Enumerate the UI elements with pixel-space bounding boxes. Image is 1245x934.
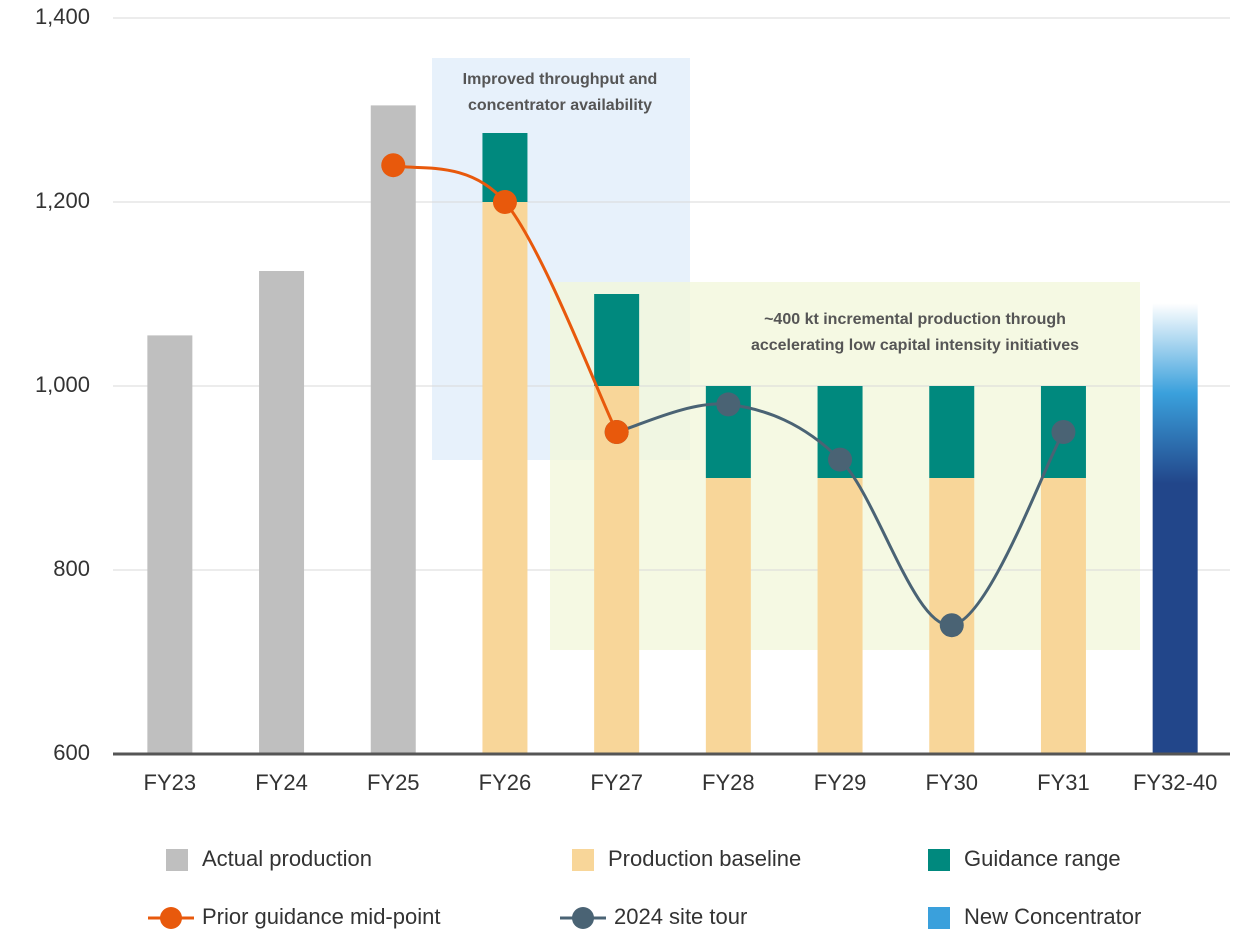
- x-tick-label: FY25: [367, 770, 420, 795]
- legend-swatch: [572, 849, 594, 871]
- y-tick-label: 1,000: [35, 372, 90, 397]
- marker: [492, 190, 517, 214]
- y-tick-label: 1,400: [35, 4, 90, 29]
- marker: [604, 420, 629, 444]
- legend-label: Production baseline: [608, 846, 801, 871]
- x-tick-label: FY29: [814, 770, 867, 795]
- bar: [817, 478, 863, 754]
- annotation: concentrator availability: [468, 97, 652, 114]
- legend-label: New Concentrator: [964, 904, 1141, 929]
- x-tick-label: FY31: [1037, 770, 1090, 795]
- legend-label: 2024 site tour: [614, 904, 747, 929]
- marker: [939, 613, 964, 638]
- bar: [705, 478, 751, 754]
- bar: [1040, 478, 1086, 754]
- x-tick-label: FY26: [479, 770, 532, 795]
- annotation: ~400 kt incremental production through: [764, 311, 1066, 328]
- y-tick-label: 1,200: [35, 188, 90, 213]
- x-tick-label: FY28: [702, 770, 755, 795]
- marker: [1051, 420, 1076, 444]
- x-tick-label: FY30: [925, 770, 978, 795]
- annotation: accelerating low capital intensity initi…: [751, 337, 1079, 354]
- bar: [259, 271, 305, 754]
- y-tick-label: 800: [53, 556, 90, 581]
- line: [616, 402, 1065, 627]
- x-tick-label: FY24: [255, 770, 308, 795]
- marker: [716, 392, 741, 417]
- legend-swatch: [572, 907, 594, 929]
- bar: [594, 294, 640, 386]
- legend-swatch: [928, 849, 950, 871]
- bar: [147, 335, 193, 754]
- bar: [1152, 303, 1198, 754]
- x-tick-label: FY23: [144, 770, 197, 795]
- bar: [929, 386, 975, 478]
- x-tick-label: FY27: [590, 770, 643, 795]
- x-tick-label: FY32-40: [1133, 770, 1217, 795]
- marker: [381, 153, 406, 178]
- line: [392, 163, 618, 433]
- legend-label: Guidance range: [964, 846, 1121, 871]
- legend-swatch: [928, 907, 950, 929]
- bar: [594, 386, 640, 754]
- y-tick-label: 600: [53, 740, 90, 765]
- marker: [828, 447, 853, 472]
- legend-swatch: [166, 849, 188, 871]
- bar: [482, 202, 528, 754]
- legend-label: Actual production: [202, 846, 372, 871]
- legend-swatch: [160, 907, 182, 929]
- legend-label: Prior guidance mid-point: [202, 904, 440, 929]
- bar: [370, 105, 416, 754]
- annotation: Improved throughput and: [463, 71, 658, 88]
